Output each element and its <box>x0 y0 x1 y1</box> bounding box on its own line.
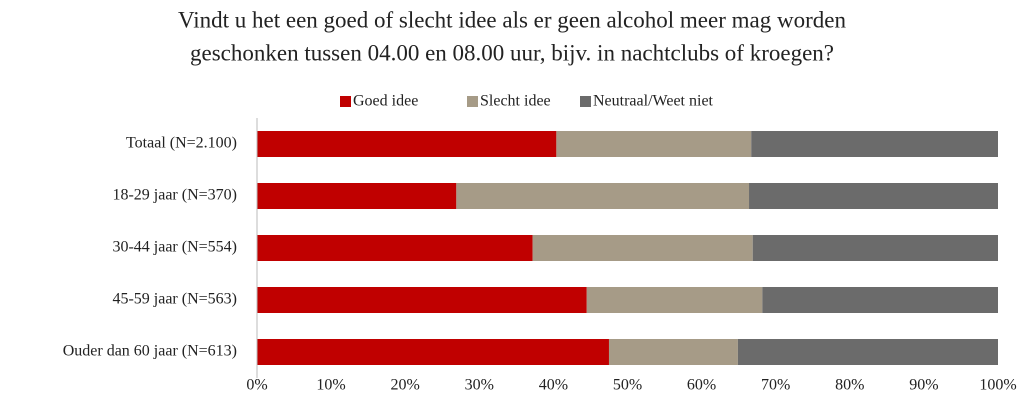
x-tick-label: 10% <box>316 377 345 394</box>
x-tick-label: 30% <box>465 377 494 394</box>
legend-swatch <box>580 96 591 107</box>
bar-segment <box>257 235 533 261</box>
x-tick-label: 100% <box>979 377 1016 394</box>
bar-segment <box>752 235 998 261</box>
bar-segment <box>608 339 738 365</box>
y-tick-label: Totaal (N=2.100) <box>126 135 237 152</box>
x-tick-label: 90% <box>909 377 938 394</box>
bar-segment <box>257 183 457 209</box>
chart-title: geschonken tussen 04.00 en 08.00 uur, bi… <box>190 40 834 65</box>
bar-segment <box>257 287 587 313</box>
legend-label: Neutraal/Weet niet <box>593 93 714 110</box>
bar-segment <box>749 183 998 209</box>
legend-label: Goed idee <box>353 93 418 110</box>
bar-segment <box>532 235 753 261</box>
x-tick-label: 60% <box>687 377 716 394</box>
x-tick-label: 0% <box>246 377 267 394</box>
legend-swatch <box>340 96 351 107</box>
bar-segment <box>586 287 763 313</box>
x-tick-label: 50% <box>613 377 642 394</box>
x-tick-label: 70% <box>761 377 790 394</box>
y-tick-label: 18-29 jaar (N=370) <box>112 187 237 204</box>
bar-segment <box>257 131 557 157</box>
y-tick-label: Ouder dan 60 jaar (N=613) <box>63 343 237 360</box>
bar-segment <box>556 131 752 157</box>
legend-label: Slecht idee <box>480 93 551 110</box>
y-tick-label: 30-44 jaar (N=554) <box>112 239 237 256</box>
bar-segment <box>257 339 609 365</box>
bar-segment <box>737 339 998 365</box>
chart-title: Vindt u het een goed of slecht idee als … <box>178 7 846 32</box>
bar-segment <box>751 131 998 157</box>
bar-segment <box>456 183 750 209</box>
x-tick-label: 80% <box>835 377 864 394</box>
x-tick-label: 40% <box>539 377 568 394</box>
x-tick-label: 20% <box>391 377 420 394</box>
legend-swatch <box>467 96 478 107</box>
bar-segment <box>762 287 998 313</box>
y-tick-label: 45-59 jaar (N=563) <box>112 291 237 308</box>
